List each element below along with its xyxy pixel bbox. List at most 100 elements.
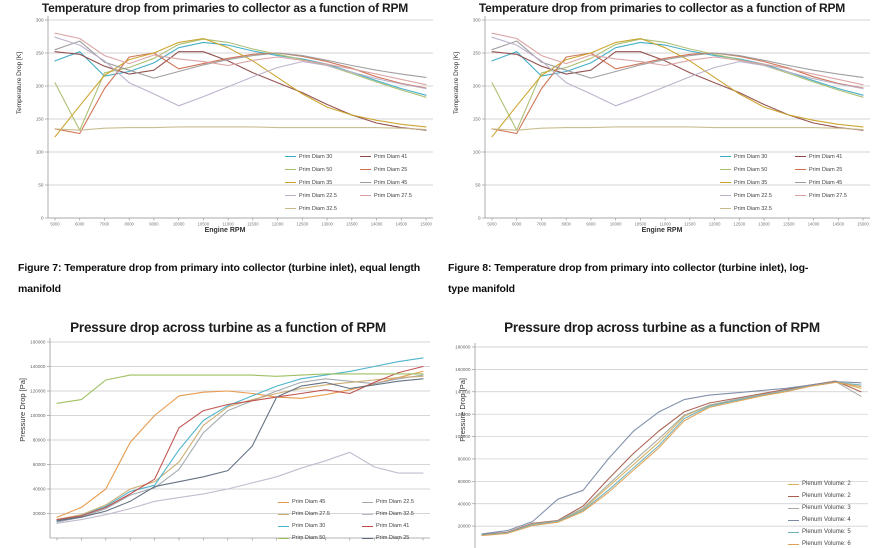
legend-item: Prim Diam 25 xyxy=(362,532,446,544)
y-tick-label: 50 xyxy=(38,183,44,188)
legend-label: Plenum Volume: 2 xyxy=(802,493,851,499)
series-line-prim-diam-27-5 xyxy=(491,32,864,86)
legend-line-swatch xyxy=(720,182,731,183)
legend-item: Prim Diam 30 xyxy=(720,150,795,163)
legend-line-swatch xyxy=(285,182,296,183)
x-tick-label: 10000 xyxy=(173,222,185,227)
figure8-caption: Figure 8: Temperature drop from primary … xyxy=(448,262,809,295)
legend-item: Prim Diam 22.5 xyxy=(720,189,795,202)
legend-label: Plenum Volume: 2 xyxy=(802,481,851,487)
x-tick-label: 12000 xyxy=(709,222,721,227)
legend-line-swatch xyxy=(788,531,799,533)
legend-line-swatch xyxy=(362,501,373,503)
legend-item: Prim Diam 27.5 xyxy=(278,508,362,520)
legend-line-swatch xyxy=(278,537,289,539)
legend-line-swatch xyxy=(788,519,799,521)
legend-item: Plenum Volume: 2 xyxy=(788,490,876,502)
y-tick-label: 160000 xyxy=(30,340,46,345)
x-tick-label: 15000 xyxy=(420,222,432,227)
legend-line-swatch xyxy=(278,525,289,527)
legend-line-swatch xyxy=(360,156,371,157)
y-tick-label: 100 xyxy=(473,150,481,155)
legend-line-swatch xyxy=(795,195,806,196)
legend-label: Prim Diam 32.5 xyxy=(734,205,772,212)
series-line-plenum-volume-4 xyxy=(481,381,862,535)
series-line-prim-diam-32-5 xyxy=(54,126,427,131)
x-tick-label: 10000 xyxy=(610,222,622,227)
series-line-prim-diam-25 xyxy=(56,378,424,522)
x-tick-label: 13500 xyxy=(783,222,795,227)
chart-legend: Prim Diam 30 Prim Diam 41 Prim Diam 50 Prim… xyxy=(285,150,435,215)
legend-line-swatch xyxy=(360,169,371,170)
series-line-prim-diam-50 xyxy=(54,38,427,131)
legend-label: Prim Diam 30 xyxy=(299,153,333,160)
legend-line-swatch xyxy=(285,169,296,170)
legend-line-swatch xyxy=(788,507,799,509)
y-tick-label: 40000 xyxy=(458,501,471,506)
x-tick-label: 11500 xyxy=(684,222,696,227)
y-tick-label: 140000 xyxy=(30,364,46,369)
series-line-prim-diam-27-5 xyxy=(54,32,427,86)
y-tick-label: 140000 xyxy=(455,389,471,394)
chart-canvas: 180000 160000 140000 120000 100000 80000 60000… xyxy=(455,343,868,548)
legend-label: Prim Diam 50 xyxy=(292,535,326,541)
legend-label: Plenum Volume: 5 xyxy=(802,529,851,535)
x-tick-label: 11000 xyxy=(222,222,234,227)
legend-line-swatch xyxy=(788,495,799,497)
legend-item: Prim Diam 50 xyxy=(720,163,795,176)
legend-item: Prim Diam 27.5 xyxy=(360,189,435,202)
legend-line-swatch xyxy=(278,501,289,503)
y-tick-label: 150 xyxy=(473,117,481,122)
legend-item: Prim Diam 25 xyxy=(795,163,870,176)
y-tick-label: 300 xyxy=(36,18,44,23)
y-tick-label: 20000 xyxy=(33,511,46,516)
x-tick-label: 14500 xyxy=(395,222,407,227)
x-tick-label: 10500 xyxy=(198,222,210,227)
legend-item: Prim Diam 45 xyxy=(360,176,435,189)
legend-line-swatch xyxy=(285,195,296,196)
y-tick-label: 200 xyxy=(36,84,44,89)
legend-item: Prim Diam 41 xyxy=(795,150,870,163)
x-tick-label: 12000 xyxy=(272,222,284,227)
chart-title: Pressure drop across turbine as a functi… xyxy=(504,320,820,335)
series-line-prim-diam-30 xyxy=(54,41,427,96)
chart-title: Temperature drop from primaries to colle… xyxy=(41,1,409,15)
y-tick-label: 0 xyxy=(478,216,481,221)
series-line-prim-diam-25 xyxy=(491,52,864,135)
legend-label: Prim Diam 27.5 xyxy=(292,511,330,517)
figure7-caption: Figure 7: Temperature drop from primary … xyxy=(18,262,421,295)
x-tick-label: 7000 xyxy=(100,222,110,227)
legend-item: Prim Diam 22.5 xyxy=(285,189,360,202)
chart-legend: Prim Diam 30 Prim Diam 41 Prim Diam 50 Prim… xyxy=(720,150,870,215)
legend-item: Prim Diam 22.5 xyxy=(362,496,446,508)
legend-line-swatch xyxy=(278,513,289,515)
y-tick-label: 60000 xyxy=(33,462,46,467)
legend-item: Plenum Volume: 3 xyxy=(788,502,876,514)
series-line-prim-diam-45 xyxy=(491,40,864,79)
x-tick-label: 14000 xyxy=(808,222,820,227)
x-tick-label: 6000 xyxy=(512,222,522,227)
y-tick-label: 300 xyxy=(473,18,481,23)
x-tick-label: 9000 xyxy=(149,222,159,227)
series-line-prim-diam-35 xyxy=(54,37,427,138)
pressure-drop-chart-left: Pressure drop across turbine as a functi… xyxy=(10,310,446,548)
legend-item: Prim Diam 32.5 xyxy=(285,202,360,215)
y-tick-label: 250 xyxy=(36,51,44,56)
legend-label: Prim Diam 27.5 xyxy=(809,192,847,199)
x-tick-label: 12500 xyxy=(297,222,309,227)
legend-item: Prim Diam 35 xyxy=(720,176,795,189)
legend-line-swatch xyxy=(795,169,806,170)
x-tick-label: 14500 xyxy=(832,222,844,227)
legend-line-swatch xyxy=(720,195,731,196)
legend-label: Prim Diam 30 xyxy=(734,153,768,160)
legend-line-swatch xyxy=(795,156,806,157)
x-tick-label: 8000 xyxy=(562,222,572,227)
legend-item: Prim Diam 27.5 xyxy=(795,189,870,202)
x-tick-label: 9000 xyxy=(586,222,596,227)
x-tick-label: 5000 xyxy=(50,222,60,227)
legend-line-swatch xyxy=(720,156,731,157)
legend-item: Prim Diam 50 xyxy=(285,163,360,176)
legend-line-swatch xyxy=(720,208,731,209)
legend-item: Prim Diam 32.5 xyxy=(720,202,795,215)
legend-item: Plenum Volume: 4 xyxy=(788,514,876,526)
